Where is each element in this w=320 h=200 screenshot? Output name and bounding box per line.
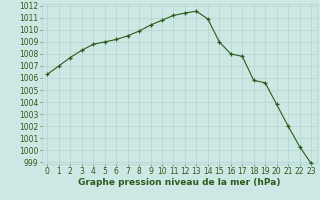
X-axis label: Graphe pression niveau de la mer (hPa): Graphe pression niveau de la mer (hPa) — [78, 178, 280, 187]
